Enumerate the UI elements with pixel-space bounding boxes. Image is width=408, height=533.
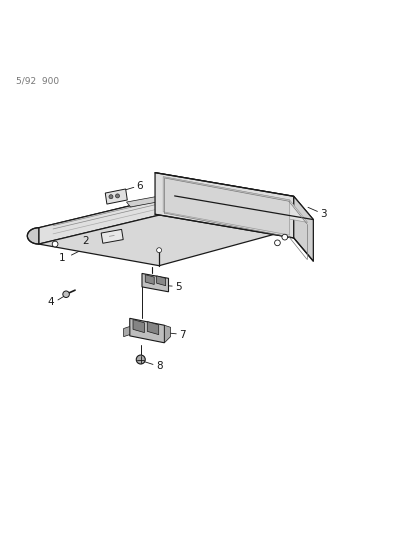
Polygon shape <box>27 228 39 244</box>
Polygon shape <box>130 318 164 343</box>
Polygon shape <box>39 205 294 265</box>
Circle shape <box>52 241 58 247</box>
Polygon shape <box>163 177 308 222</box>
Polygon shape <box>147 321 159 335</box>
Circle shape <box>157 248 162 253</box>
Polygon shape <box>294 196 313 261</box>
Text: 2: 2 <box>82 236 89 246</box>
Text: 1: 1 <box>59 253 65 263</box>
Circle shape <box>282 235 288 240</box>
Text: 5/92  900: 5/92 900 <box>16 77 60 86</box>
Circle shape <box>109 195 113 199</box>
Text: 7: 7 <box>180 330 186 340</box>
Polygon shape <box>39 189 200 244</box>
Text: 8: 8 <box>156 361 162 371</box>
Polygon shape <box>133 320 144 333</box>
Polygon shape <box>142 273 169 292</box>
Polygon shape <box>105 189 127 204</box>
Polygon shape <box>157 276 166 286</box>
Polygon shape <box>155 173 313 220</box>
Circle shape <box>63 291 69 297</box>
Polygon shape <box>39 189 294 250</box>
Text: 5: 5 <box>175 282 182 292</box>
Polygon shape <box>126 193 180 207</box>
Circle shape <box>115 194 120 198</box>
Polygon shape <box>124 327 130 337</box>
Polygon shape <box>164 325 171 343</box>
Circle shape <box>275 240 280 246</box>
Circle shape <box>136 355 145 364</box>
Polygon shape <box>155 173 294 238</box>
Polygon shape <box>145 274 154 285</box>
Text: 6: 6 <box>136 181 143 191</box>
Text: 4: 4 <box>48 297 54 308</box>
Text: 3: 3 <box>320 209 327 219</box>
Polygon shape <box>101 229 123 243</box>
Polygon shape <box>163 177 290 235</box>
